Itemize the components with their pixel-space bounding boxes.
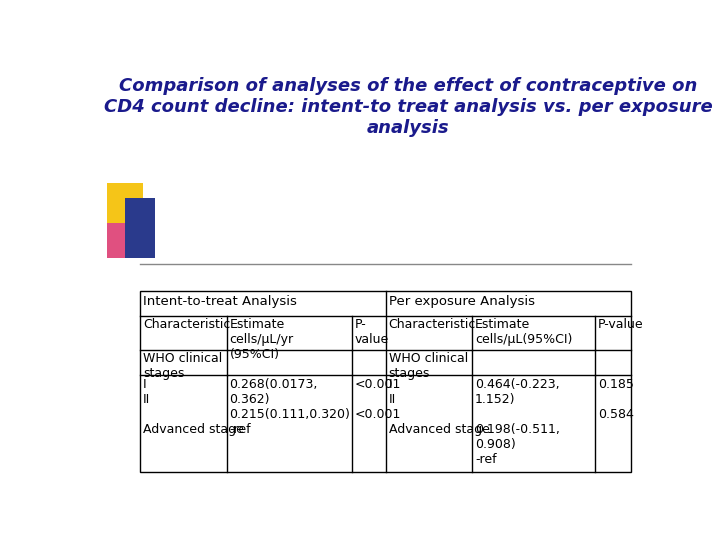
- Text: Intent-to-treat Analysis: Intent-to-treat Analysis: [143, 295, 297, 308]
- Text: WHO clinical
stages: WHO clinical stages: [389, 352, 468, 380]
- Text: Comparison of analyses of the effect of contraceptive on
CD4 count decline: inte: Comparison of analyses of the effect of …: [104, 77, 712, 137]
- Text: Estimate
cells/μL(95%CI): Estimate cells/μL(95%CI): [475, 318, 572, 346]
- Text: P-
value: P- value: [355, 318, 390, 346]
- Text: Characteristic: Characteristic: [143, 318, 230, 331]
- Text: Per exposure Analysis: Per exposure Analysis: [389, 295, 534, 308]
- FancyBboxPatch shape: [125, 198, 156, 258]
- Text: P-value: P-value: [598, 318, 644, 331]
- Text: Characteristic: Characteristic: [389, 318, 476, 331]
- FancyBboxPatch shape: [107, 183, 143, 223]
- Text: 0.185

0.584: 0.185 0.584: [598, 378, 634, 421]
- Text: I
II

Advanced stage: I II Advanced stage: [389, 378, 490, 436]
- Text: WHO clinical
stages: WHO clinical stages: [143, 352, 222, 380]
- Text: I
II

Advanced stage: I II Advanced stage: [143, 378, 244, 436]
- Text: <0.001

<0.001: <0.001 <0.001: [355, 378, 402, 421]
- Text: Estimate
cells/μL/yr
(95%CI): Estimate cells/μL/yr (95%CI): [230, 318, 294, 361]
- FancyBboxPatch shape: [107, 223, 143, 258]
- Text: 0.268(0.0173,
0.362)
0.215(0.111,0.320)
-ref: 0.268(0.0173, 0.362) 0.215(0.111,0.320) …: [230, 378, 351, 436]
- Text: 0.464(-0.223,
1.152)

0.198(-0.511,
0.908)
-ref: 0.464(-0.223, 1.152) 0.198(-0.511, 0.908…: [475, 378, 560, 466]
